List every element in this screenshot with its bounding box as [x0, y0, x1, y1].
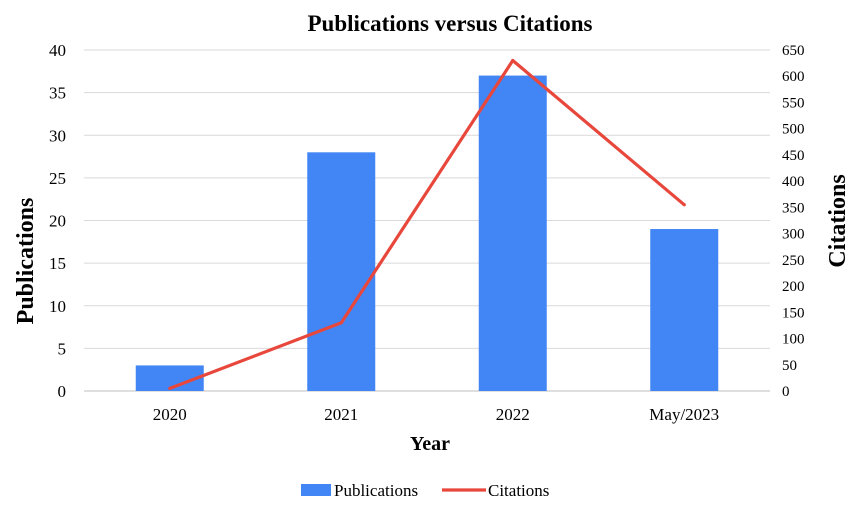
right-y-tick-label: 400: [782, 174, 805, 190]
x-tick-label: 2022: [496, 405, 530, 424]
publications-bar: [479, 76, 547, 391]
legend-citations-label: Citations: [488, 481, 549, 500]
left-y-axis: 0 5 10 15 20 25 30 35 40: [49, 41, 66, 401]
right-y-tick-label: 200: [782, 279, 805, 295]
left-y-tick-label: 15: [49, 254, 66, 273]
right-y-tick-label: 100: [782, 332, 805, 348]
right-y-tick-label: 350: [782, 200, 805, 216]
x-axis-title: Year: [410, 433, 450, 455]
left-y-tick-label: 0: [58, 382, 67, 401]
left-y-tick-label: 20: [49, 212, 66, 231]
right-y-tick-label: 450: [782, 148, 805, 164]
left-y-tick-label: 40: [49, 41, 66, 60]
left-y-tick-label: 30: [49, 126, 66, 145]
right-y-tick-label: 600: [782, 69, 805, 85]
x-tick-label: May/2023: [649, 405, 719, 424]
left-y-tick-label: 35: [49, 84, 66, 103]
right-y-tick-label: 650: [782, 43, 805, 59]
right-y-tick-label: 300: [782, 227, 805, 243]
right-y-axis: 0 50 100 150 200 250 300 350 400 450 500 550 600 650: [782, 43, 805, 400]
legend-publications-swatch: [301, 484, 331, 496]
left-y-tick-label: 25: [49, 169, 66, 188]
left-y-tick-label: 10: [49, 297, 66, 316]
publications-bar: [650, 229, 718, 391]
right-y-tick-label: 50: [782, 358, 797, 374]
right-y-tick-label: 500: [782, 122, 805, 138]
right-y-axis-title: Citations: [825, 174, 851, 267]
citations-points: [168, 59, 686, 390]
right-y-tick-label: 550: [782, 95, 805, 111]
legend: Publications Citations: [301, 481, 549, 500]
publications-bar: [307, 152, 375, 391]
right-y-tick-label: 250: [782, 253, 805, 269]
citations-line: [170, 61, 685, 389]
x-tick-label: 2021: [324, 405, 358, 424]
left-y-axis-title: Publications: [13, 198, 39, 325]
x-axis: 2020 2021 2022 May/2023: [153, 405, 719, 424]
citations-point: [340, 321, 343, 324]
citations-point: [511, 59, 514, 62]
chart-title: Publications versus Citations: [308, 11, 593, 36]
legend-publications-label: Publications: [334, 481, 418, 500]
citations-point: [683, 203, 686, 206]
publications-bars: [136, 76, 719, 391]
left-y-tick-label: 5: [58, 339, 67, 358]
right-y-tick-label: 0: [782, 384, 790, 400]
citations-point: [168, 387, 171, 390]
right-y-tick-label: 150: [782, 305, 805, 321]
x-tick-label: 2020: [153, 405, 187, 424]
